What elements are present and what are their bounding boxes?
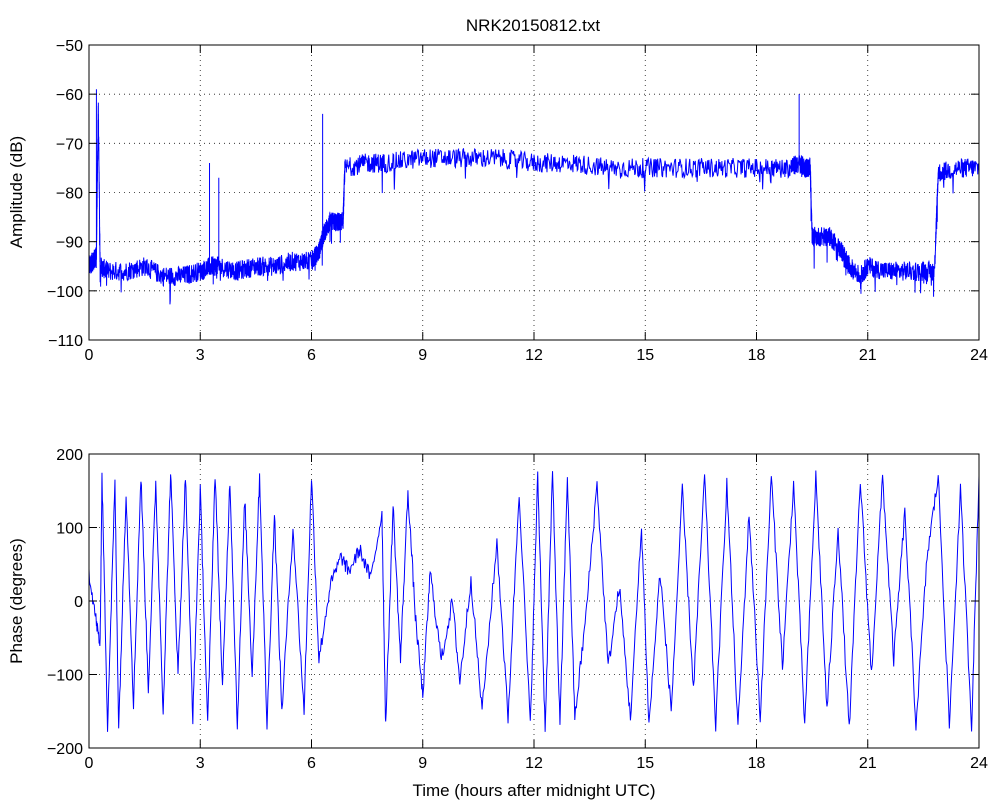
amplitude-x-tick-label: 18 — [748, 347, 766, 364]
amplitude-x-tick-label: 9 — [418, 347, 427, 364]
phase-y-axis-label: Phase (degrees) — [7, 538, 26, 664]
phase-x-tick-label: 9 — [418, 755, 427, 772]
phase-series-line — [89, 470, 979, 732]
amplitude-x-tick-label: 0 — [85, 347, 94, 364]
amplitude-y-tick-label: −90 — [56, 235, 83, 252]
phase-y-tick-label: 200 — [56, 447, 83, 464]
amplitude-x-tick-label: 24 — [970, 347, 988, 364]
phase-x-tick-label: 24 — [970, 755, 988, 772]
chart-title: NRK20150812.txt — [466, 16, 600, 35]
amplitude-y-tick-label: −110 — [48, 333, 83, 350]
phase-x-tick-label: 18 — [748, 755, 766, 772]
phase-x-tick-label: 0 — [85, 755, 94, 772]
phase-plot: 0 3 6 9 12 15 18 21 24 −200 −100 0 100 200 Phase (deg… — [7, 447, 988, 800]
phase-x-tick-label: 6 — [307, 755, 316, 772]
phase-y-tick-label: −200 — [47, 741, 83, 758]
phase-y-tick-label: 0 — [74, 594, 83, 611]
amplitude-y-tick-label: −50 — [56, 38, 83, 55]
phase-x-tick-label: 21 — [859, 755, 877, 772]
phase-x-tick-label: 3 — [196, 755, 205, 772]
phase-series-group — [89, 470, 979, 732]
amplitude-y-tick-label: −100 — [47, 284, 83, 301]
amplitude-x-tick-label: 12 — [525, 347, 543, 364]
amplitude-y-axis-label: Amplitude (dB) — [7, 136, 26, 248]
phase-x-tick-label: 15 — [636, 755, 654, 772]
phase-x-tick-label: 12 — [525, 755, 543, 772]
amplitude-x-tick-label: 3 — [196, 347, 205, 364]
phase-x-axis-label: Time (hours after midnight UTC) — [412, 781, 655, 800]
amplitude-y-tick-label: −70 — [56, 136, 83, 153]
amplitude-x-tick-label: 15 — [636, 347, 654, 364]
phase-y-tick-label: −100 — [47, 668, 83, 685]
amplitude-plot: NRK20150812.txt 0 3 6 9 12 15 18 21 24 −110 −100 −9… — [7, 16, 988, 364]
amplitude-x-tick-label: 6 — [307, 347, 316, 364]
phase-ticks: 0 3 6 9 12 15 18 21 24 −200 −100 0 100 200 — [47, 447, 988, 772]
amplitude-grid — [89, 45, 979, 340]
amplitude-y-tick-label: −80 — [56, 186, 83, 203]
amplitude-x-tick-label: 21 — [859, 347, 877, 364]
amplitude-series-line — [89, 89, 979, 305]
amplitude-ticks: 0 3 6 9 12 15 18 21 24 −110 −100 −90 −80 −70 −60 −50 — [47, 38, 988, 364]
amplitude-series-group — [89, 89, 979, 305]
phase-y-tick-label: 100 — [56, 521, 83, 538]
amplitude-y-tick-label: −60 — [56, 87, 83, 104]
